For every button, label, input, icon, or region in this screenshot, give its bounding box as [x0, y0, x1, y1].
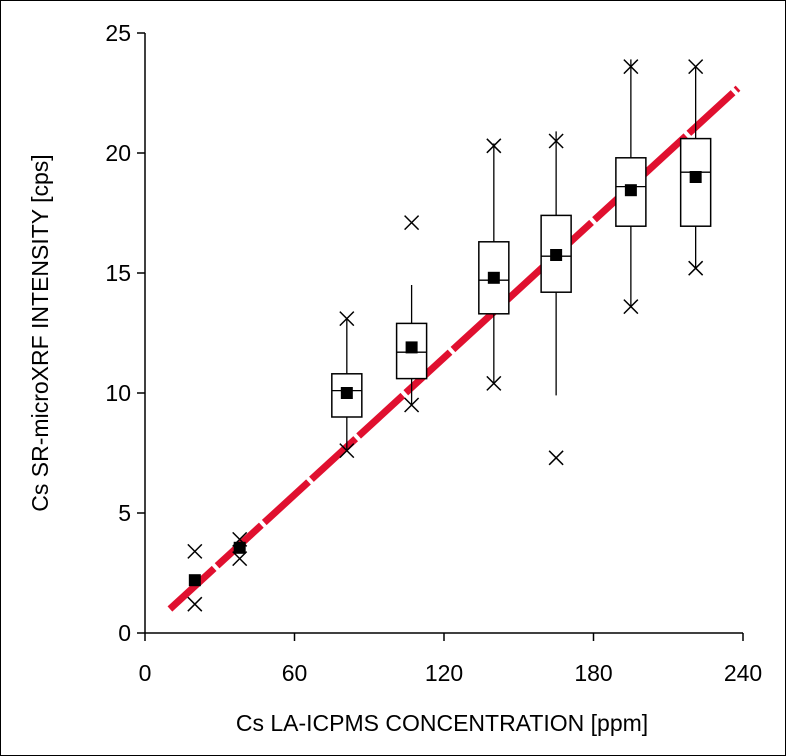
x-tick-label: 60 — [282, 660, 308, 686]
x-tick-label: 180 — [574, 660, 612, 686]
x-tick-label: 240 — [724, 660, 762, 686]
fit-line-layer — [167, 85, 741, 612]
y-tick-label: 0 — [118, 620, 131, 646]
mean-marker — [405, 341, 418, 354]
extreme-marker — [688, 59, 704, 75]
extreme-marker — [548, 450, 564, 466]
extreme-marker — [404, 397, 420, 413]
extreme-marker — [688, 260, 704, 276]
mean-marker — [233, 541, 246, 554]
extreme-marker — [486, 375, 502, 391]
x-tick-label: 0 — [139, 660, 152, 686]
extreme-marker — [232, 551, 248, 567]
box-group — [540, 131, 572, 466]
box-group — [679, 59, 712, 276]
extreme-marker — [187, 543, 203, 559]
y-tick-label: 20 — [105, 140, 131, 166]
mean-marker — [188, 574, 201, 587]
mean-marker — [624, 184, 637, 197]
y-tick-label: 10 — [105, 380, 131, 406]
extreme-marker — [623, 59, 639, 75]
y-axis-title: Cs SR-microXRF INTENSITY [cps] — [27, 154, 53, 511]
y-tick-label: 5 — [118, 500, 131, 526]
x-tick-label: 120 — [425, 660, 463, 686]
y-tick-label: 15 — [105, 260, 131, 286]
mean-marker — [689, 171, 702, 183]
y-tick-label: 25 — [105, 20, 131, 46]
extreme-marker — [404, 215, 420, 231]
mean-marker — [550, 249, 563, 261]
box-iqr — [540, 214, 572, 293]
box-group — [187, 543, 203, 612]
x-axis-title: Cs LA-ICPMS CONCENTRATION [ppm] — [236, 710, 648, 736]
box-group — [232, 531, 248, 567]
extreme-marker — [339, 443, 355, 459]
box-group — [615, 59, 647, 315]
boxes-layer — [187, 59, 712, 612]
mean-marker — [487, 271, 500, 284]
extreme-marker — [187, 596, 203, 612]
extreme-marker — [623, 299, 639, 315]
box-group — [478, 138, 510, 391]
box-group — [331, 311, 363, 459]
fit-line — [167, 85, 741, 612]
tick-labels: 0 5 10 15 20 25 0 60 120 180 240 — [105, 20, 762, 686]
axes — [137, 32, 744, 641]
extreme-marker — [339, 311, 355, 327]
extreme-marker — [548, 133, 564, 149]
extreme-marker — [486, 138, 502, 154]
box-group — [395, 215, 428, 413]
mean-marker — [340, 387, 353, 399]
